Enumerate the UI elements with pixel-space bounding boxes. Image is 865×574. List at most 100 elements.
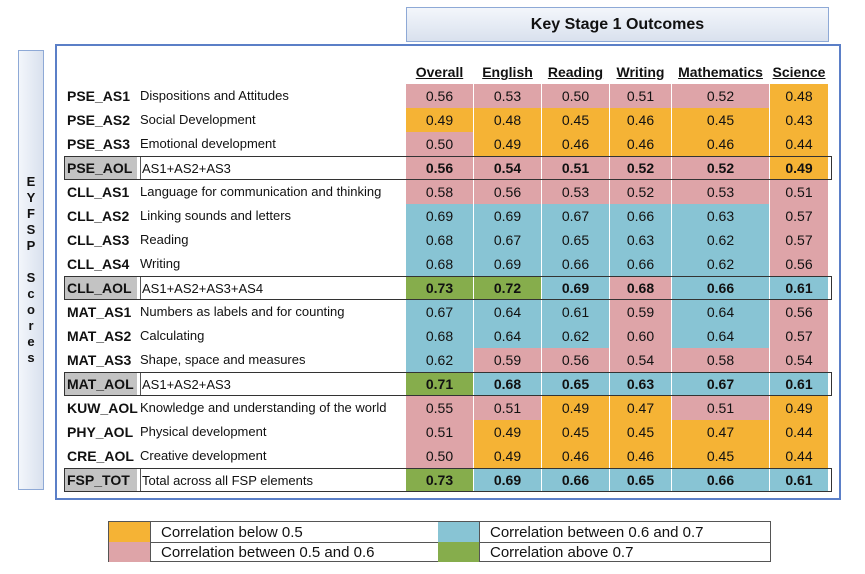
row-description: Creative development — [140, 448, 267, 463]
table-row: PSE_AS2 Social Development 0.49 0.48 0.45 0.4… — [65, 108, 831, 132]
correlation-cell: 0.57 — [770, 228, 828, 252]
correlation-cell: 0.63 — [610, 372, 671, 396]
correlation-cell: 0.62 — [406, 348, 473, 372]
correlation-cell: 0.43 — [770, 108, 828, 132]
table-row: FSP_TOT Total across all FSP elements 0.73… — [65, 468, 831, 492]
correlation-cell: 0.55 — [406, 396, 473, 420]
correlation-cell: 0.45 — [542, 108, 609, 132]
correlation-cell: 0.53 — [474, 84, 541, 108]
legend-label: Correlation between 0.6 and 0.7 — [490, 523, 704, 541]
correlation-cell: 0.67 — [474, 228, 541, 252]
correlation-cell: 0.63 — [610, 228, 671, 252]
correlation-cell: 0.51 — [672, 396, 769, 420]
correlation-cell: 0.58 — [672, 348, 769, 372]
correlation-cell: 0.46 — [610, 444, 671, 468]
correlation-cell: 0.46 — [542, 444, 609, 468]
correlation-cell: 0.49 — [474, 444, 541, 468]
row-code: PSE_AS3 — [67, 136, 131, 152]
correlation-cell: 0.61 — [770, 276, 828, 300]
correlation-cell: 0.54 — [474, 156, 541, 180]
correlation-cell: 0.63 — [672, 204, 769, 228]
correlation-cell: 0.62 — [542, 324, 609, 348]
side-letter: S — [26, 270, 36, 285]
correlation-cell: 0.49 — [770, 156, 828, 180]
legend-swatch — [438, 522, 480, 542]
correlation-cell: 0.44 — [770, 444, 828, 468]
row-code: CLL_AOL — [65, 276, 137, 300]
row-code: MAT_AOL — [65, 372, 137, 396]
correlation-cell: 0.69 — [542, 276, 609, 300]
table-row: PSE_AS1 Dispositions and Attitudes 0.56 0.5… — [65, 84, 831, 108]
correlation-cell: 0.46 — [610, 108, 671, 132]
legend-label: Correlation above 0.7 — [490, 543, 634, 561]
column-header-overall: Overall — [415, 64, 464, 80]
row-code: CRE_AOL — [67, 448, 134, 464]
row-description: Dispositions and Attitudes — [140, 88, 289, 103]
table-row: KUW_AOL Knowledge and understanding of th… — [65, 396, 831, 420]
correlation-cell: 0.61 — [770, 372, 828, 396]
row-description: Numbers as labels and for counting — [140, 304, 345, 319]
row-code: CLL_AS2 — [67, 208, 130, 224]
correlation-cell: 0.56 — [770, 300, 828, 324]
correlation-cell: 0.52 — [610, 156, 671, 180]
correlation-cell: 0.52 — [610, 180, 671, 204]
correlation-cell: 0.50 — [406, 132, 473, 156]
legend-swatch — [109, 542, 151, 562]
correlation-cell: 0.68 — [406, 228, 473, 252]
correlation-cell: 0.51 — [406, 420, 473, 444]
table-row: MAT_AOL AS1+AS2+AS3 0.71 0.68 0.65 0.63 0.67 0.… — [65, 372, 831, 396]
legend-label: Correlation below 0.5 — [161, 523, 303, 541]
correlation-cell: 0.71 — [406, 372, 473, 396]
correlation-cell: 0.49 — [474, 420, 541, 444]
row-description: Social Development — [140, 112, 256, 127]
side-letter: F — [27, 206, 35, 221]
correlation-cell: 0.57 — [770, 204, 828, 228]
legend-item-below-05: Correlation below 0.5 — [109, 522, 439, 543]
row-description: Knowledge and understanding of the world — [140, 400, 387, 415]
table-row: PHY_AOL Physical development 0.51 0.49 0.45 0… — [65, 420, 831, 444]
correlation-cell: 0.68 — [406, 324, 473, 348]
correlation-cell: 0.61 — [542, 300, 609, 324]
correlation-cell: 0.56 — [474, 180, 541, 204]
legend-item-above-07: Correlation above 0.7 — [438, 542, 771, 562]
correlation-cell: 0.61 — [770, 468, 828, 492]
row-code: FSP_TOT — [65, 468, 137, 492]
correlation-cell: 0.68 — [610, 276, 671, 300]
row-code: PSE_AOL — [65, 156, 137, 180]
correlation-cell: 0.66 — [672, 276, 769, 300]
row-code: MAT_AS1 — [67, 304, 132, 320]
correlation-cell: 0.50 — [542, 84, 609, 108]
correlation-cell: 0.66 — [672, 468, 769, 492]
correlation-cell: 0.54 — [610, 348, 671, 372]
row-code: PSE_AS1 — [67, 88, 131, 104]
table-row: CLL_AS2 Linking sounds and letters 0.69 0.6… — [65, 204, 831, 228]
correlation-cell: 0.52 — [672, 84, 769, 108]
correlation-cell: 0.66 — [610, 204, 671, 228]
correlation-cell: 0.45 — [542, 420, 609, 444]
correlation-cell: 0.67 — [542, 204, 609, 228]
correlation-cell: 0.51 — [542, 156, 609, 180]
correlation-cell: 0.65 — [610, 468, 671, 492]
side-letter: e — [27, 334, 35, 349]
row-code: CLL_AS4 — [67, 256, 130, 272]
table-row: MAT_AS2 Calculating 0.68 0.64 0.62 0.60 0.64 0.… — [65, 324, 831, 348]
table-row: CLL_AOL AS1+AS2+AS3+AS4 0.73 0.72 0.69 0.68 0.… — [65, 276, 831, 300]
side-letter: s — [27, 350, 35, 365]
table-row: PSE_AS3 Emotional development 0.50 0.49 0.46… — [65, 132, 831, 156]
correlation-cell: 0.69 — [406, 204, 473, 228]
correlation-cell: 0.69 — [474, 468, 541, 492]
correlation-cell: 0.67 — [406, 300, 473, 324]
correlation-cell: 0.49 — [406, 108, 473, 132]
correlation-cell: 0.44 — [770, 420, 828, 444]
correlation-cell: 0.66 — [542, 252, 609, 276]
key-stage-title: Key Stage 1 Outcomes — [530, 15, 705, 33]
correlation-cell: 0.68 — [406, 252, 473, 276]
correlation-cell: 0.53 — [672, 180, 769, 204]
correlation-cell: 0.68 — [474, 372, 541, 396]
table-row: MAT_AS3 Shape, space and measures 0.62 0.59… — [65, 348, 831, 372]
correlation-cell: 0.51 — [474, 396, 541, 420]
correlation-cell: 0.45 — [610, 420, 671, 444]
correlation-cell: 0.51 — [770, 180, 828, 204]
row-code: MAT_AS3 — [67, 352, 132, 368]
